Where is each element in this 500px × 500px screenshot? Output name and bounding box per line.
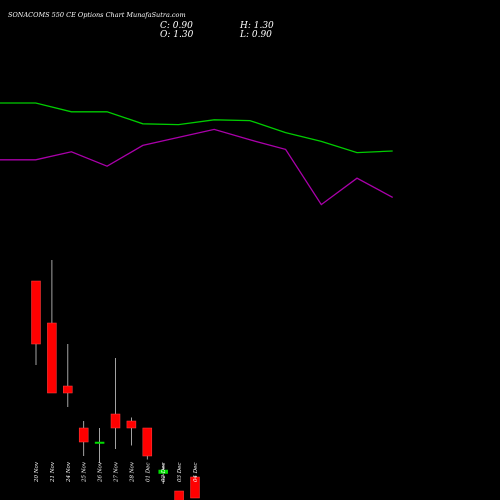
date-tick-label: 28 Nov <box>129 461 135 483</box>
date-tick-label: 26 Nov <box>98 461 104 483</box>
date-tick-label: 25 Nov <box>82 461 88 483</box>
green-line <box>0 102 393 154</box>
candle-body <box>63 385 73 394</box>
candles <box>31 260 200 500</box>
candle-body <box>142 427 153 457</box>
close-value: C: 0.90 <box>160 21 193 31</box>
date-tick-label: 27 Nov <box>114 461 120 483</box>
date-axis: 20 Nov 21 Nov 24 Nov 25 Nov 26 Nov 27 Nov 28 N… <box>34 461 199 483</box>
candle-body <box>110 413 121 429</box>
date-tick-label: 20 Nov <box>34 461 40 483</box>
purple-line <box>0 128 394 206</box>
high-value: H: 1.30 <box>239 21 274 31</box>
candle-body <box>31 280 41 345</box>
date-tick-label: 03 Dec <box>177 463 183 483</box>
low-value: L: 0.90 <box>239 30 272 40</box>
open-value: O: 1.30 <box>160 30 194 40</box>
candle-body <box>126 420 137 429</box>
date-tick-label: 21 Nov <box>50 461 56 483</box>
date-tick-label: 04 Dec <box>193 463 199 483</box>
date-tick-label: 01 Dec <box>145 463 151 483</box>
candle-body <box>94 441 105 444</box>
candle-body <box>174 490 184 500</box>
date-tick-label: 24 Nov <box>66 461 72 483</box>
candle-body <box>78 427 89 443</box>
candle-body <box>190 476 200 499</box>
date-tick-label: 02 Dec <box>161 463 167 483</box>
candle-body <box>158 469 168 474</box>
overlay-lines <box>0 102 394 206</box>
candle-body <box>47 322 57 394</box>
chart-title: SONACOMS 550 CE Options Chart MunafaSutr… <box>8 11 186 19</box>
